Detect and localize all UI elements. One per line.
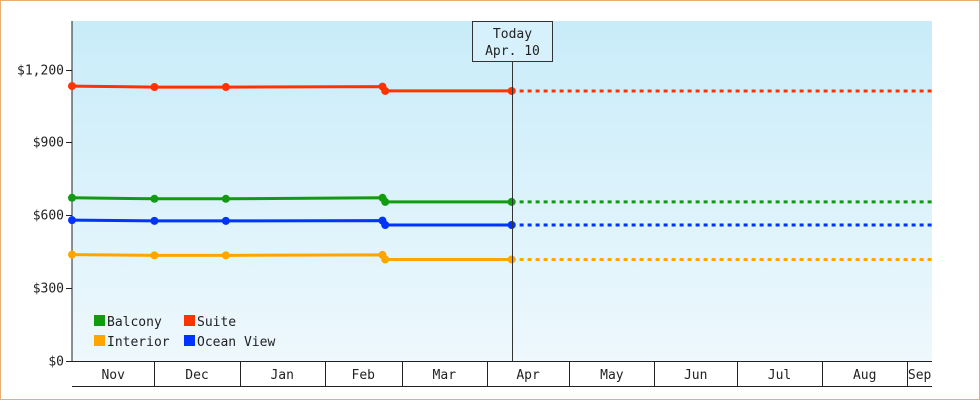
- x-month-label-aug: Aug: [853, 368, 876, 383]
- series-point-interior: [507, 255, 516, 264]
- today-date: Apr. 10: [485, 44, 540, 59]
- series-point-balcony: [507, 197, 516, 206]
- x-month-label-jan: Jan: [270, 368, 293, 383]
- legend-swatch-balcony: [94, 315, 105, 326]
- legend-label-balcony: Balcony: [107, 315, 162, 330]
- series-point-suite: [150, 83, 159, 92]
- x-month-label-jun: Jun: [684, 368, 707, 383]
- legend-swatch-interior: [94, 335, 105, 346]
- series-line-suite: [71, 84, 512, 93]
- series-point-suite: [507, 86, 516, 95]
- x-month-label-feb: Feb: [352, 368, 376, 383]
- y-tick-label: $900: [33, 136, 64, 151]
- series-point-interior: [68, 250, 76, 259]
- series-point-interior: [150, 251, 159, 260]
- y-tick-label: $0: [48, 355, 64, 370]
- series-point-suite: [68, 82, 76, 91]
- series-point-balcony: [150, 194, 159, 203]
- series-point-interior: [381, 255, 390, 264]
- series-point-balcony: [221, 194, 230, 203]
- series-point-ocean-view: [381, 221, 390, 229]
- series-point-ocean-view: [68, 216, 76, 225]
- today-label: Today: [493, 27, 532, 42]
- x-month-label-nov: Nov: [101, 368, 125, 383]
- plot-background: [72, 21, 932, 361]
- series-point-suite: [381, 86, 390, 95]
- legend-swatch-suite: [184, 315, 195, 326]
- series-point-balcony: [381, 197, 390, 206]
- series-point-ocean-view: [150, 216, 159, 225]
- x-month-label-may: May: [600, 368, 624, 383]
- series-line-ocean-view: [71, 218, 512, 227]
- x-month-label-mar: Mar: [433, 368, 457, 383]
- y-tick-label: $1,200: [17, 64, 64, 79]
- legend-label-suite: Suite: [197, 315, 236, 330]
- legend-swatch-ocean-view: [184, 335, 195, 346]
- x-month-label-dec: Dec: [185, 368, 208, 383]
- series-line-interior: [71, 253, 512, 261]
- x-month-label-apr: Apr: [516, 368, 540, 383]
- series-point-suite: [221, 83, 230, 92]
- series-point-ocean-view: [221, 216, 230, 225]
- series-line-balcony: [71, 196, 512, 204]
- legend-label-ocean-view: Ocean View: [197, 335, 275, 350]
- y-tick-label: $600: [33, 209, 64, 224]
- x-month-label-sep: Sep: [908, 368, 932, 383]
- y-tick-label: $300: [33, 282, 64, 297]
- legend-label-interior: Interior: [107, 335, 170, 350]
- series-point-balcony: [68, 193, 76, 202]
- today-marker-box: [472, 21, 553, 62]
- series-point-interior: [221, 251, 230, 260]
- x-month-label-jul: Jul: [768, 368, 791, 383]
- series-point-ocean-view: [507, 221, 516, 229]
